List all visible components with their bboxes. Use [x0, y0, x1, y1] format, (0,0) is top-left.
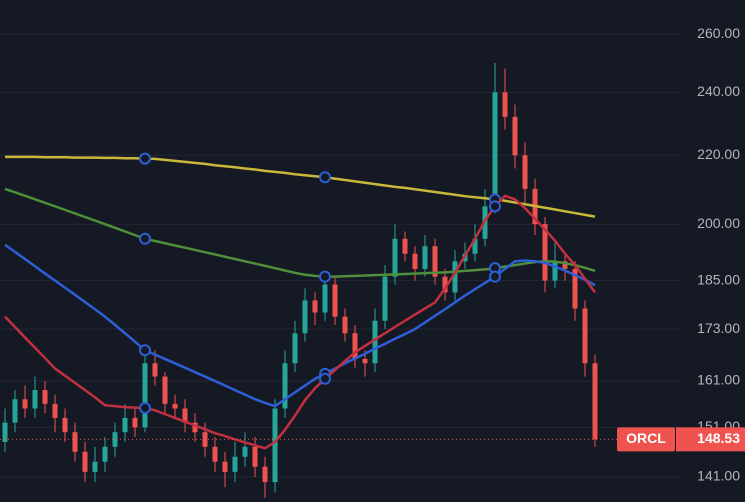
candle-body — [242, 446, 248, 457]
candle-body — [132, 417, 138, 428]
line-anchor — [319, 372, 331, 385]
candle-body — [232, 456, 238, 472]
candle-body — [12, 399, 18, 423]
candle-body — [552, 261, 558, 281]
candle-body — [192, 422, 198, 433]
candle-body — [342, 316, 348, 334]
candle-body — [42, 390, 48, 404]
candle-body — [72, 432, 78, 452]
candle-body — [222, 461, 228, 472]
candle-body — [272, 408, 278, 483]
line-anchor — [139, 152, 151, 165]
candle-body — [292, 333, 298, 364]
line-anchor — [139, 344, 151, 357]
candle-body — [92, 461, 98, 472]
candle-body — [472, 238, 478, 254]
candle-body — [492, 92, 498, 207]
y-tick-label: 240.00 — [697, 83, 740, 99]
candle-body — [302, 300, 308, 334]
candle-body — [122, 417, 128, 433]
line-anchor — [319, 270, 331, 283]
line-anchor — [489, 270, 501, 283]
candle-body — [312, 300, 318, 313]
candle-body — [172, 403, 178, 409]
candle-body — [432, 246, 438, 277]
line-anchor — [489, 200, 501, 213]
candle-body — [452, 261, 458, 293]
candle-body — [142, 363, 148, 428]
candle-body — [372, 320, 378, 364]
symbol-badge — [617, 427, 675, 452]
candle-body — [52, 403, 58, 418]
candle-body — [352, 333, 358, 359]
candle-body — [182, 408, 188, 423]
candle-body — [502, 92, 508, 117]
candle-body — [212, 446, 218, 462]
candle-body — [112, 432, 118, 447]
line-anchor — [139, 402, 151, 415]
candle-body — [62, 417, 68, 433]
candle-body — [252, 446, 258, 467]
candle-body — [512, 116, 518, 156]
candle-body — [262, 466, 268, 483]
candle-body — [2, 422, 8, 442]
candle-body — [382, 276, 388, 321]
candle-body — [102, 446, 108, 462]
symbol-label: ORCL — [626, 430, 666, 446]
candle-body — [412, 253, 418, 269]
candle-body — [522, 155, 528, 189]
candle-body — [162, 376, 168, 404]
candle-body — [82, 451, 88, 472]
candle-body — [152, 363, 158, 377]
candle-body — [572, 268, 578, 309]
candle-body — [22, 399, 28, 409]
candle-body — [322, 284, 328, 313]
y-tick-label: 220.00 — [697, 146, 740, 162]
line-anchor — [139, 232, 151, 245]
price-badge — [676, 427, 745, 452]
candle-body — [392, 238, 398, 277]
last-price-label: 148.53 — [697, 430, 740, 446]
candle-body — [332, 284, 338, 317]
candle-body — [562, 261, 568, 269]
y-tick-label: 200.00 — [697, 215, 740, 231]
candle-body — [582, 308, 588, 364]
y-tick-label: 161.00 — [697, 372, 740, 388]
y-tick-label: 173.00 — [697, 320, 740, 336]
candle-body — [422, 246, 428, 269]
y-tick-label: 260.00 — [697, 25, 740, 41]
candle-body — [32, 390, 38, 409]
candle-body — [402, 238, 408, 254]
y-tick-label: 141.00 — [697, 468, 740, 484]
candle-body — [362, 358, 368, 364]
line-anchor — [319, 171, 331, 184]
candle-body — [442, 276, 448, 293]
candle-body — [282, 363, 288, 409]
y-tick-label: 185.00 — [697, 271, 740, 287]
candle-body — [542, 224, 548, 281]
candle-body — [592, 363, 598, 440]
